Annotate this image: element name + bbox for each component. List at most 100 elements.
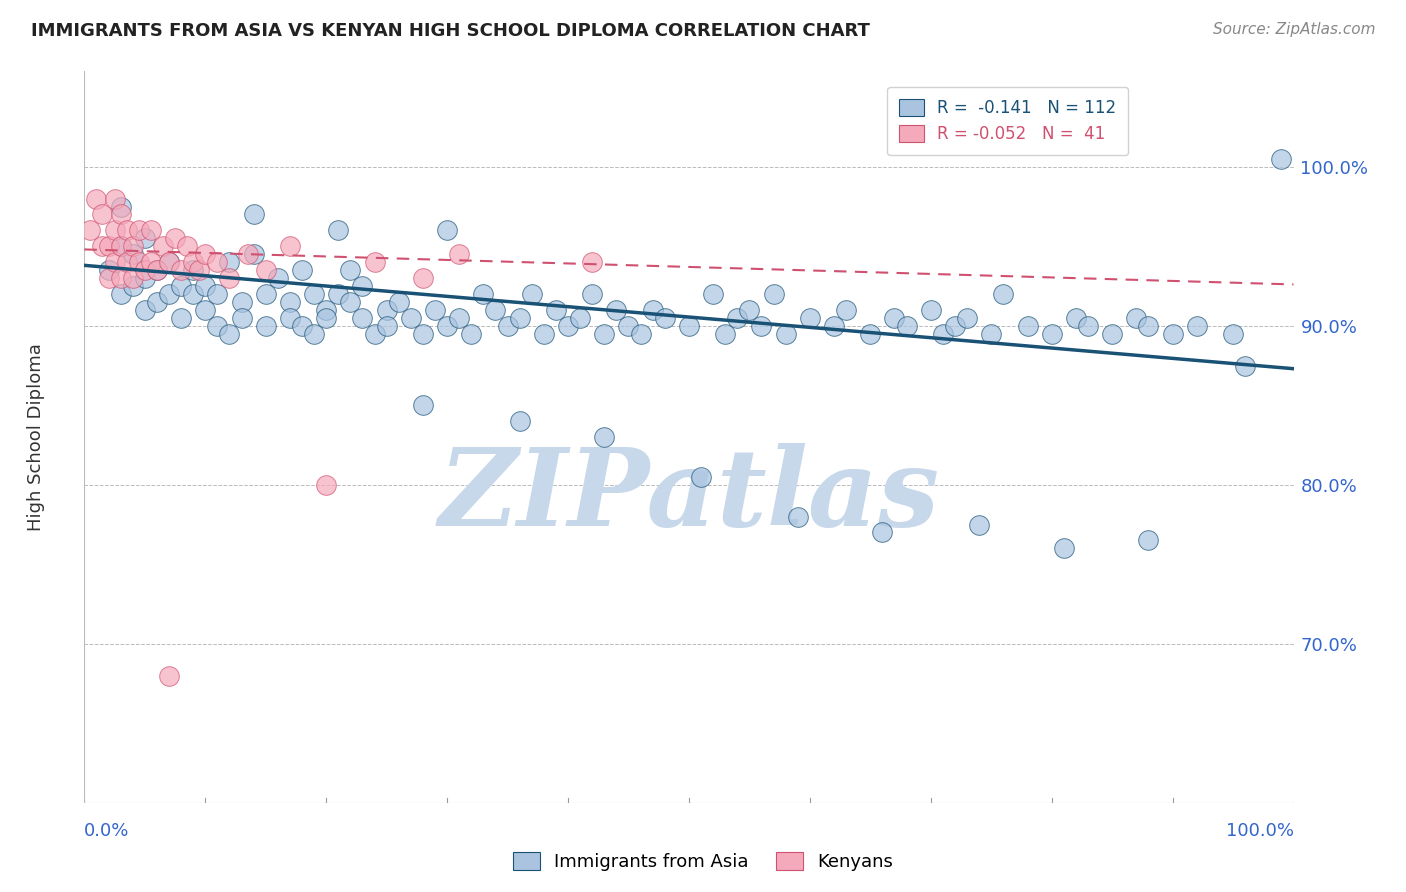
Point: [278, 310, 301, 325]
Point: [134, 302, 156, 317]
Point: [823, 318, 845, 333]
Point: [194, 279, 217, 293]
Point: [593, 430, 616, 444]
Text: ZIPatlas: ZIPatlas: [439, 442, 939, 549]
Point: [157, 668, 180, 682]
Point: [1125, 310, 1147, 325]
Point: [218, 326, 240, 341]
Point: [496, 318, 519, 333]
Text: IMMIGRANTS FROM ASIA VS KENYAN HIGH SCHOOL DIPLOMA CORRELATION CHART: IMMIGRANTS FROM ASIA VS KENYAN HIGH SCHO…: [31, 22, 870, 40]
Point: [520, 287, 543, 301]
Point: [363, 255, 385, 269]
Point: [231, 294, 253, 309]
Point: [115, 223, 138, 237]
Point: [630, 326, 652, 341]
Point: [207, 255, 229, 269]
Point: [605, 302, 627, 317]
Point: [302, 326, 325, 341]
Point: [97, 239, 120, 253]
Point: [152, 239, 174, 253]
Point: [315, 302, 337, 317]
Point: [460, 326, 482, 341]
Point: [91, 239, 114, 253]
Point: [194, 247, 217, 261]
Point: [254, 318, 277, 333]
Point: [581, 255, 603, 269]
Point: [328, 287, 350, 301]
Point: [236, 247, 259, 261]
Point: [412, 398, 434, 412]
Point: [1222, 326, 1244, 341]
Point: [315, 310, 337, 325]
Point: [110, 200, 132, 214]
Point: [896, 318, 918, 333]
Point: [242, 207, 264, 221]
Point: [231, 310, 253, 325]
Point: [110, 207, 132, 221]
Point: [835, 302, 858, 317]
Point: [157, 255, 180, 269]
Point: [533, 326, 555, 341]
Point: [509, 414, 531, 428]
Point: [79, 223, 101, 237]
Text: Source: ZipAtlas.com: Source: ZipAtlas.com: [1212, 22, 1375, 37]
Point: [1185, 318, 1208, 333]
Point: [104, 192, 127, 206]
Point: [170, 263, 193, 277]
Point: [128, 223, 150, 237]
Point: [1270, 152, 1292, 166]
Point: [702, 287, 724, 301]
Point: [569, 310, 592, 325]
Point: [617, 318, 640, 333]
Point: [786, 509, 808, 524]
Point: [128, 255, 150, 269]
Point: [146, 294, 169, 309]
Point: [242, 247, 264, 261]
Point: [738, 302, 761, 317]
Point: [194, 302, 217, 317]
Point: [1064, 310, 1087, 325]
Point: [484, 302, 506, 317]
Point: [207, 287, 229, 301]
Point: [146, 263, 169, 277]
Point: [436, 318, 458, 333]
Point: [339, 294, 361, 309]
Point: [641, 302, 664, 317]
Point: [181, 287, 204, 301]
Point: [375, 302, 398, 317]
Point: [932, 326, 955, 341]
Point: [267, 271, 290, 285]
Point: [678, 318, 700, 333]
Point: [134, 271, 156, 285]
Point: [86, 192, 108, 206]
Point: [980, 326, 1002, 341]
Point: [399, 310, 422, 325]
Point: [91, 207, 114, 221]
Point: [97, 263, 120, 277]
Point: [714, 326, 737, 341]
Point: [110, 239, 132, 253]
Point: [751, 318, 773, 333]
Point: [121, 239, 143, 253]
Point: [291, 263, 314, 277]
Point: [412, 326, 434, 341]
Text: 100.0%: 100.0%: [1226, 822, 1294, 840]
Point: [859, 326, 882, 341]
Point: [363, 326, 385, 341]
Point: [115, 255, 138, 269]
Point: [654, 310, 676, 325]
Point: [352, 279, 374, 293]
Point: [1137, 318, 1160, 333]
Point: [302, 287, 325, 301]
Point: [170, 279, 193, 293]
Point: [581, 287, 603, 301]
Point: [509, 310, 531, 325]
Point: [375, 318, 398, 333]
Point: [176, 239, 198, 253]
Point: [593, 326, 616, 341]
Point: [775, 326, 797, 341]
Point: [157, 255, 180, 269]
Point: [388, 294, 411, 309]
Point: [328, 223, 350, 237]
Point: [146, 263, 169, 277]
